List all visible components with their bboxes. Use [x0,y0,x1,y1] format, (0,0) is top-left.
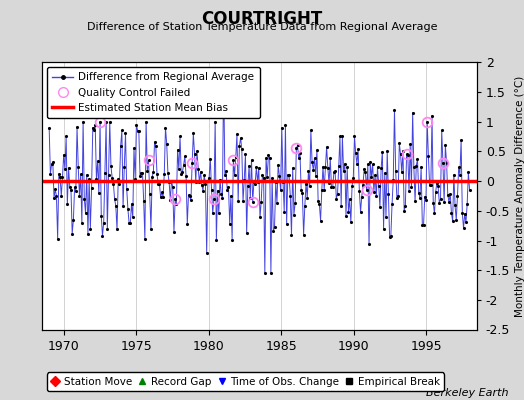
Text: COURTRIGHT: COURTRIGHT [201,10,323,28]
Text: Difference of Station Temperature Data from Regional Average: Difference of Station Temperature Data f… [87,22,437,32]
Legend: Station Move, Record Gap, Time of Obs. Change, Empirical Break: Station Move, Record Gap, Time of Obs. C… [47,372,444,391]
Legend: Difference from Regional Average, Quality Control Failed, Estimated Station Mean: Difference from Regional Average, Qualit… [47,67,259,118]
Text: -2.5: -2.5 [485,324,509,336]
Text: Berkeley Earth: Berkeley Earth [426,388,508,398]
Y-axis label: Monthly Temperature Anomaly Difference (°C): Monthly Temperature Anomaly Difference (… [515,75,524,317]
